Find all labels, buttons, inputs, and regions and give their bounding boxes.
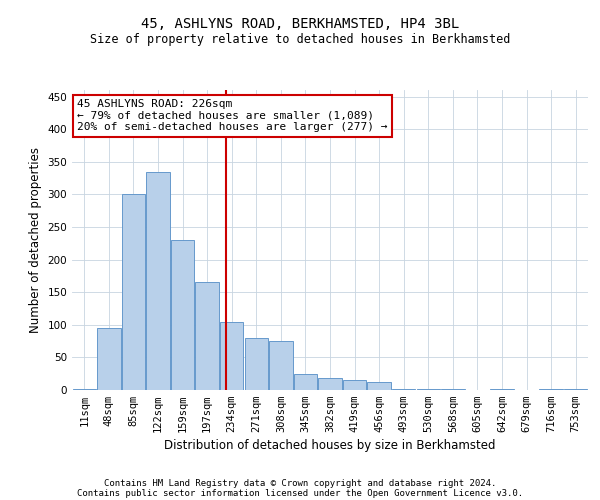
Bar [343, 380, 366, 390]
Bar [73, 388, 96, 390]
Y-axis label: Number of detached properties: Number of detached properties [29, 147, 42, 333]
Bar [269, 341, 293, 390]
Bar [367, 382, 391, 390]
Bar [146, 172, 170, 390]
Text: Size of property relative to detached houses in Berkhamsted: Size of property relative to detached ho… [90, 32, 510, 46]
Text: 45, ASHLYNS ROAD, BERKHAMSTED, HP4 3BL: 45, ASHLYNS ROAD, BERKHAMSTED, HP4 3BL [141, 18, 459, 32]
Bar [319, 378, 341, 390]
Bar [122, 194, 145, 390]
X-axis label: Distribution of detached houses by size in Berkhamsted: Distribution of detached houses by size … [164, 440, 496, 452]
Bar [294, 374, 317, 390]
Bar [245, 338, 268, 390]
Bar [392, 388, 415, 390]
Text: 45 ASHLYNS ROAD: 226sqm
← 79% of detached houses are smaller (1,089)
20% of semi: 45 ASHLYNS ROAD: 226sqm ← 79% of detache… [77, 99, 388, 132]
Bar [220, 322, 244, 390]
Bar [171, 240, 194, 390]
Text: Contains HM Land Registry data © Crown copyright and database right 2024.: Contains HM Land Registry data © Crown c… [104, 478, 496, 488]
Bar [196, 282, 219, 390]
Text: Contains public sector information licensed under the Open Government Licence v3: Contains public sector information licen… [77, 488, 523, 498]
Bar [97, 328, 121, 390]
